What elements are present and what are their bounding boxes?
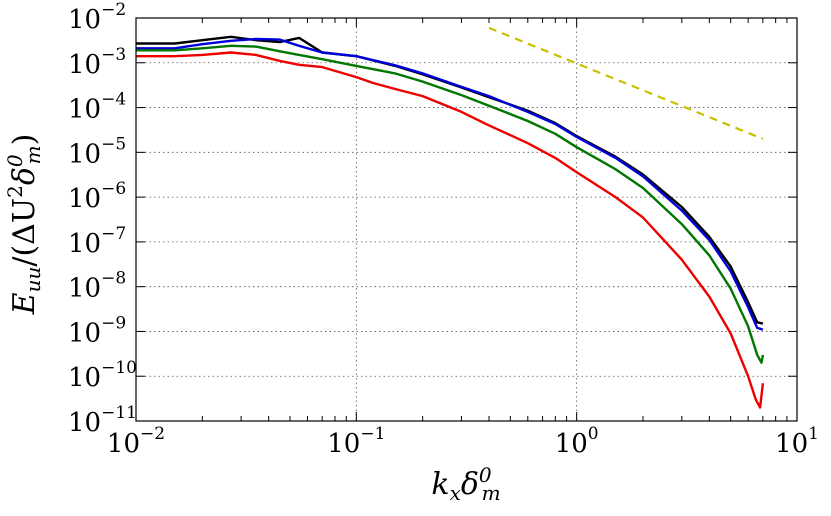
y-tick-label: 10−9 (68, 313, 126, 348)
x-axis-title: kxδ0 m (431, 463, 500, 505)
series-line-blue (136, 37, 764, 331)
y-tick-label: 10−5 (68, 134, 126, 169)
series-line-reference-slope (488, 26, 764, 140)
y-tick-label: 10−6 (68, 179, 126, 214)
x-tick-label: 100 (555, 424, 599, 459)
grid-lines (136, 18, 797, 421)
x-axis-title-sup: 0 (479, 463, 492, 487)
x-tick-label: 10−1 (327, 424, 385, 459)
series-lines (136, 26, 765, 409)
y-tick-label: 10−11 (68, 403, 137, 438)
y-tick-label: 10−10 (68, 358, 137, 393)
axis-ticks (135, 17, 798, 422)
x-axis-title-sub: x (450, 481, 461, 505)
x-tick-labels: 10−2 10−1 100 101 (107, 424, 819, 459)
y-tick-label: 10−7 (68, 224, 126, 259)
x-axis-title-m: m (482, 481, 501, 505)
plot-frame (135, 17, 798, 422)
x-axis-title-delta: δ (461, 467, 479, 502)
series-line-black (136, 35, 764, 325)
x-axis-title-k: k (431, 467, 449, 502)
y-tick-label: 10−3 (68, 45, 126, 80)
x-tick-label: 10−2 (107, 424, 165, 459)
x-tick-label: 101 (775, 424, 819, 459)
y-axis-title-e: E (7, 292, 42, 315)
series-line-green (136, 44, 765, 364)
y-tick-label: 10−2 (68, 0, 126, 35)
y-tick-label: 10−8 (68, 269, 126, 304)
y-tick-labels: 10−11 10−10 10−9 10−8 10−7 10−6 10−5 10−4 10−3 10… (68, 0, 137, 438)
y-axis-title: Euu/(ΔU2δ0m) (3, 134, 45, 316)
y-tick-label: 10−4 (68, 90, 126, 125)
series-line-red (136, 51, 765, 409)
